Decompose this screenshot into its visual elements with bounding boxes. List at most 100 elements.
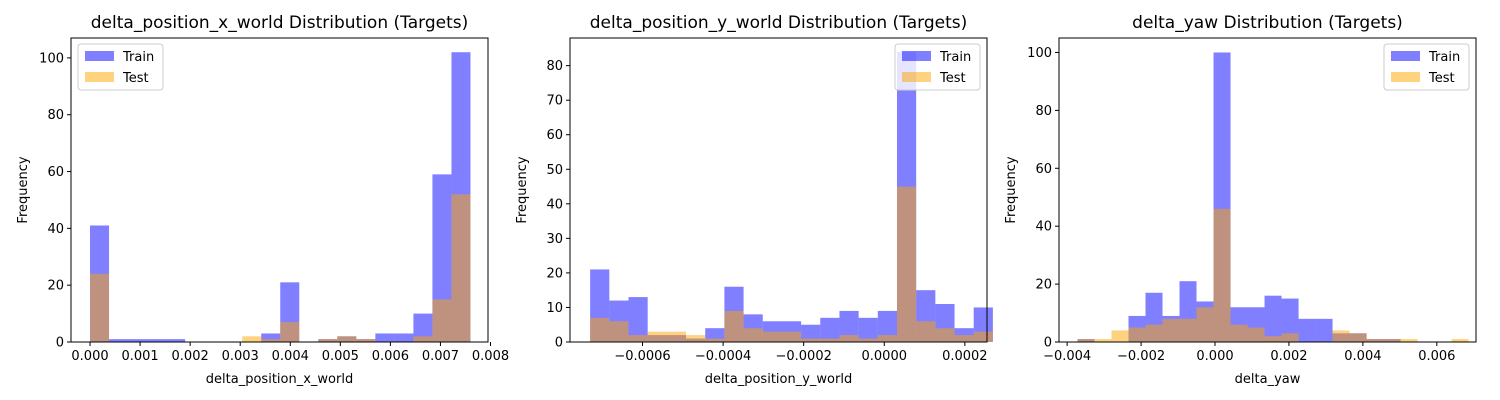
histogram-bar-train <box>628 297 648 342</box>
histogram-bar-test <box>666 331 687 342</box>
histogram-bar-test <box>1349 333 1367 342</box>
x-tick-label: 0.002 <box>172 349 209 364</box>
histogram-bar-test <box>1332 330 1350 342</box>
histogram-bar-test <box>1111 330 1129 342</box>
histogram-bar-test <box>954 335 974 342</box>
legend-label-train: Train <box>1428 50 1460 65</box>
x-tick-label: 0.007 <box>422 349 459 364</box>
x-tick-label: 0.004 <box>1344 349 1381 364</box>
legend-swatch-test <box>902 72 931 82</box>
y-tick-label: 40 <box>1035 220 1052 235</box>
histogram-bar-test <box>801 338 821 342</box>
histogram-bar-test <box>1145 324 1163 342</box>
histogram-bar-test <box>1451 339 1469 342</box>
legend-label-test: Test <box>122 71 149 86</box>
x-tick-label: 0.003 <box>222 349 259 364</box>
histogram-bar-test <box>1128 327 1146 342</box>
axes-frame <box>1058 37 1477 343</box>
histogram-bar-test <box>762 331 782 342</box>
y-tick-label: 50 <box>546 163 563 178</box>
histogram-bar-test <box>609 321 629 342</box>
histogram-bar-test <box>1247 327 1265 342</box>
x-tick-label: −0.0002 <box>775 349 831 364</box>
legend-swatch-train <box>85 51 114 61</box>
histogram-bar-test <box>413 336 433 342</box>
legend-swatch-train <box>1391 51 1420 61</box>
histogram-bar-test <box>280 322 300 342</box>
histogram-bar-test <box>724 310 744 342</box>
histogram-bar-test <box>1179 318 1197 342</box>
histogram-bar-train <box>1264 295 1282 342</box>
legend: Train Test <box>77 43 164 91</box>
histogram-bar-test <box>1213 208 1231 342</box>
histogram-bar-train <box>1315 318 1333 342</box>
histogram-bar-train <box>166 339 186 342</box>
y-tick-label: 20 <box>1035 278 1052 293</box>
histogram-bar-train <box>820 317 840 342</box>
histogram-bar-test <box>1264 336 1282 342</box>
y-tick-label: 20 <box>546 266 563 281</box>
histogram-bar-test <box>242 336 262 342</box>
legend-swatch-train <box>902 51 931 61</box>
histogram-bar-test <box>261 339 281 342</box>
histogram-bar-test <box>896 186 917 342</box>
histogram-bar-train <box>801 324 821 342</box>
x-tick-label: 0.0000 <box>862 349 908 364</box>
x-tick-label: 0.0002 <box>942 349 988 364</box>
y-tick-label: 60 <box>546 128 563 143</box>
histogram-bar-test <box>590 317 610 342</box>
y-tick-label: 40 <box>546 197 563 212</box>
y-tick-label: 80 <box>47 108 64 123</box>
y-tick-label: 0 <box>56 336 64 351</box>
histogram-bar-test <box>451 194 471 342</box>
y-tick-label: 40 <box>47 222 64 237</box>
histogram-bar-test <box>1281 333 1299 342</box>
x-tick-label: −0.0004 <box>695 349 751 364</box>
histogram-bar-test <box>781 331 802 342</box>
y-tick-label: 100 <box>1027 46 1052 61</box>
y-tick-label: 30 <box>546 232 563 247</box>
histogram-bar-train <box>858 317 878 342</box>
histogram-bar-train <box>1281 298 1299 342</box>
chart-panel-3: −0.004 −0.002 0.000 0.002 0.004 0.006 0 20 40 60 8… <box>1004 13 1477 387</box>
histogram-bar-test <box>820 338 840 342</box>
legend: Train Test <box>1383 43 1470 91</box>
chart-panel-1: 0.000 0.001 0.002 0.003 0.004 0.005 0.006 0.007… <box>16 13 509 387</box>
chart-title: delta_yaw Distribution (Targets) <box>1132 13 1403 33</box>
histogram-bar-train <box>839 310 859 342</box>
histogram-bar-test <box>877 335 897 342</box>
histogram-bar-test <box>916 321 936 342</box>
x-tick-label: 0.006 <box>372 349 409 364</box>
x-tick-label: −0.0006 <box>614 349 670 364</box>
legend: Train Test <box>894 43 981 91</box>
histogram-bar-test <box>743 328 763 342</box>
histogram-bar-train <box>128 339 148 342</box>
y-tick-label: 80 <box>546 59 563 74</box>
legend-swatch-test <box>1391 72 1420 82</box>
x-tick-label: 0.002 <box>1270 349 1307 364</box>
histogram-bar-test <box>432 299 452 342</box>
histogram-bar-test <box>1400 339 1418 342</box>
x-tick-label: 0.000 <box>1196 349 1233 364</box>
y-tick-label: 10 <box>546 301 563 316</box>
histogram-bar-test <box>1366 339 1384 342</box>
histogram-bar-test <box>1230 324 1248 342</box>
histogram-bar-test <box>1196 307 1214 342</box>
x-axis-label: delta_position_y_world <box>705 372 852 387</box>
histogram-bar-test <box>1162 318 1180 342</box>
x-axis-label: delta_position_x_world <box>206 372 353 387</box>
histogram-bar-train <box>705 328 725 342</box>
histogram-bar-train <box>147 339 167 342</box>
x-tick-label: 0.008 <box>472 349 509 364</box>
y-tick-label: 70 <box>546 94 563 109</box>
x-tick-label: 0.006 <box>1418 349 1455 364</box>
histogram-bar-test <box>839 335 859 342</box>
histogram-bar-train <box>413 313 433 342</box>
histogram-bar-test <box>686 335 706 342</box>
histogram-bar-test <box>973 331 993 342</box>
y-tick-label: 0 <box>1044 336 1052 351</box>
histogram-bar-train <box>1298 318 1316 342</box>
chart-panel-2: −0.0006 −0.0004 −0.0002 0.0000 0.0002 0 10 20 30… <box>515 13 993 387</box>
x-tick-label: 0.001 <box>121 349 158 364</box>
